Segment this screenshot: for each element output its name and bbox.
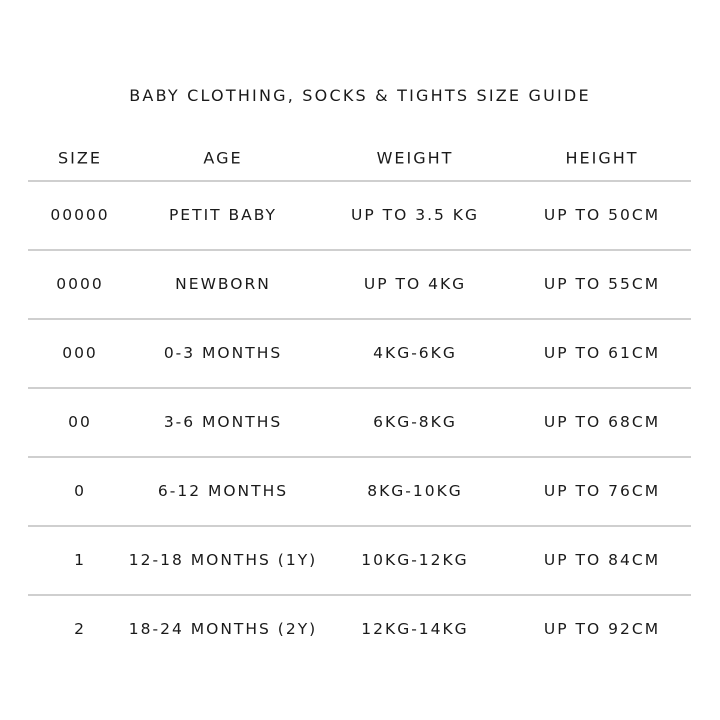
table-cell-height: UP TO 68CM xyxy=(543,413,661,431)
table-cell-age: NEWBORN xyxy=(175,275,271,293)
table-cell-height: UP TO 50CM xyxy=(543,206,661,224)
table-cell-age: 12-18 MONTHS (1Y) xyxy=(128,551,318,569)
row-divider xyxy=(28,456,691,458)
table-cell-age: 3-6 MONTHS xyxy=(163,413,283,431)
table-cell-age: 6-12 MONTHS xyxy=(157,482,289,500)
table-cell-weight: UP TO 4KG xyxy=(363,275,467,293)
table-cell-size: 000 xyxy=(62,344,98,362)
table-cell-weight: 12KG-14KG xyxy=(361,620,469,638)
table-cell-weight: 6KG-8KG xyxy=(373,413,457,431)
table-cell-weight: UP TO 3.5 KG xyxy=(351,206,479,224)
row-divider xyxy=(28,180,691,182)
table-cell-age: PETIT BABY xyxy=(168,206,278,224)
row-divider xyxy=(28,525,691,527)
column-header-size: SIZE xyxy=(58,148,102,168)
table-cell-size: 00000 xyxy=(50,206,110,224)
table-cell-weight: 10KG-12KG xyxy=(361,551,469,569)
table-cell-height: UP TO 76CM xyxy=(543,482,661,500)
row-divider xyxy=(28,318,691,320)
table-cell-size: 00 xyxy=(68,413,92,431)
row-divider xyxy=(28,387,691,389)
table-cell-size: 2 xyxy=(74,620,86,638)
page-title: BABY CLOTHING, SOCKS & TIGHTS SIZE GUIDE xyxy=(129,86,591,105)
table-cell-age: 0-3 MONTHS xyxy=(163,344,283,362)
table-cell-height: UP TO 61CM xyxy=(543,344,661,362)
table-cell-weight: 8KG-10KG xyxy=(367,482,463,500)
table-cell-size: 0000 xyxy=(56,275,104,293)
table-cell-age: 18-24 MONTHS (2Y) xyxy=(128,620,318,638)
table-cell-size: 1 xyxy=(74,551,86,569)
column-header-age: AGE xyxy=(203,148,243,168)
table-cell-height: UP TO 55CM xyxy=(543,275,661,293)
column-header-weight: WEIGHT xyxy=(376,148,454,168)
table-cell-height: UP TO 92CM xyxy=(543,620,661,638)
row-divider xyxy=(28,594,691,596)
column-header-height: HEIGHT xyxy=(565,148,639,168)
table-cell-weight: 4KG-6KG xyxy=(373,344,457,362)
row-divider xyxy=(28,249,691,251)
table-cell-height: UP TO 84CM xyxy=(543,551,661,569)
table-cell-size: 0 xyxy=(74,482,86,500)
